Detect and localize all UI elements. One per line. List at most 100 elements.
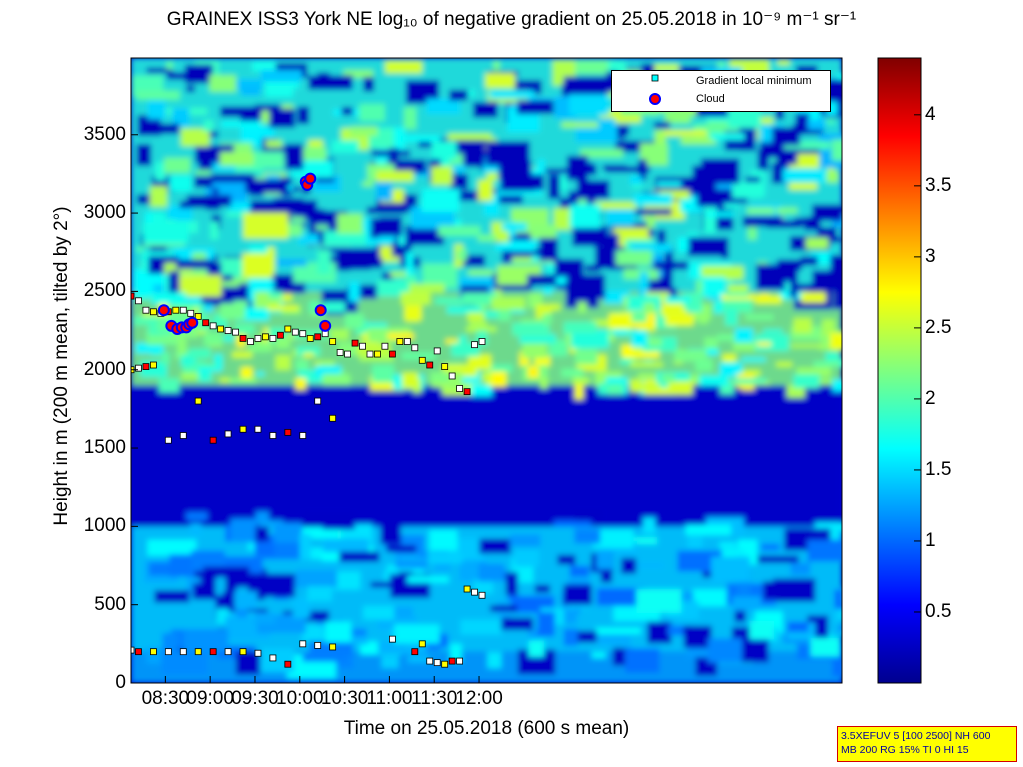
heatmap-texture-cell <box>489 604 518 612</box>
heatmap-texture-cell <box>713 300 723 314</box>
heatmap-texture-cell <box>273 522 303 544</box>
heatmap-texture-cell <box>136 246 144 252</box>
colorbar-tick-label: 2.5 <box>925 316 952 338</box>
gradient-minimum-point <box>194 313 202 320</box>
heatmap-texture-cell <box>516 100 554 115</box>
heatmap-texture-cell <box>816 226 838 240</box>
colorbar-tick-label: 0.5 <box>925 600 952 622</box>
heatmap-texture-cell <box>219 106 262 118</box>
gradient-minimum-point <box>172 306 180 314</box>
gradient-minimum-point <box>269 432 277 439</box>
heatmap-texture-cell <box>627 562 664 569</box>
heatmap-texture-cell <box>254 104 281 111</box>
heatmap-texture-cell <box>598 634 632 646</box>
heatmap-texture-cell <box>561 121 599 128</box>
heatmap-texture-cell <box>501 617 534 631</box>
heatmap-texture-cell <box>460 619 502 635</box>
heatmap-texture-cell <box>562 584 593 605</box>
heatmap-texture-cell <box>291 213 305 222</box>
heatmap-texture-cell <box>371 364 395 383</box>
heatmap-texture-cell <box>133 316 157 326</box>
heatmap-texture-cell <box>258 520 284 528</box>
heatmap-texture-cell <box>569 204 601 229</box>
heatmap-texture-cell <box>775 104 785 120</box>
gradient-minimum-point <box>388 635 396 643</box>
heatmap-texture-cell <box>302 512 352 527</box>
gradient-minimum-point <box>329 414 337 422</box>
heatmap-texture-cell <box>793 374 820 388</box>
heatmap-texture-cell <box>297 106 310 125</box>
cloud-point <box>157 304 170 317</box>
gradient-minimum-point <box>448 372 456 380</box>
heatmap-texture-cell <box>566 274 606 300</box>
heatmap-texture-cell <box>595 627 641 635</box>
heatmap-texture-cell <box>528 640 545 658</box>
heatmap-texture-cell <box>252 109 261 116</box>
heatmap-texture-cell <box>144 212 157 229</box>
heatmap-texture-cell <box>796 367 832 377</box>
heatmap-texture-cell <box>793 317 812 334</box>
heatmap-texture-cell <box>409 283 445 293</box>
heatmap-texture-cell <box>575 118 618 143</box>
colorbar-tick-label: 1 <box>925 529 936 551</box>
heatmap-texture-cell <box>826 170 839 183</box>
gradient-minimum-point <box>179 306 187 314</box>
heatmap-texture-cell <box>362 77 375 92</box>
heatmap-texture-cell <box>742 216 783 227</box>
heatmap-texture-cell <box>284 143 304 170</box>
heatmap-texture-cell <box>762 580 810 601</box>
heatmap-texture-cell <box>790 343 822 349</box>
chart-title: GRAINEX ISS3 York NE log₁₀ of negative g… <box>166 9 857 30</box>
gradient-minimum-point <box>403 338 411 345</box>
info-line-2: MB 200 RG 15% TI 0 HI 15 <box>841 744 969 756</box>
heatmap-texture-cell <box>213 353 223 371</box>
heatmap-texture-cell <box>832 379 842 392</box>
heatmap-texture-cell <box>447 133 492 145</box>
heatmap-texture-cell <box>235 79 263 90</box>
heatmap-texture-cell <box>297 233 319 245</box>
heatmap-texture-cell <box>168 270 180 293</box>
heatmap-texture-cell <box>719 541 737 548</box>
heatmap-texture-cell <box>772 127 801 146</box>
legend-label-minimum: Gradient local minimum <box>696 75 812 87</box>
heatmap-texture-cell <box>212 188 219 194</box>
heatmap-texture-cell <box>236 608 248 618</box>
heatmap-texture-cell <box>699 375 729 387</box>
heatmap-texture-cell <box>449 643 462 662</box>
cloud-point <box>304 172 317 185</box>
heatmap-texture-cell <box>821 118 836 125</box>
heatmap-texture-cell <box>240 86 261 96</box>
heatmap-texture-cell <box>698 313 709 324</box>
heatmap-texture-cell <box>429 529 458 551</box>
x-axis-label: Time on 25.05.2018 (600 s mean) <box>343 718 630 739</box>
x-tick-label: 08:30 <box>141 688 190 709</box>
heatmap-texture-cell <box>656 181 682 187</box>
heatmap-texture-cell <box>323 230 367 246</box>
heatmap-texture-cell <box>390 271 413 277</box>
heatmap-texture-cell <box>631 330 647 348</box>
heatmap-texture-cell <box>667 381 693 395</box>
heatmap-texture-cell <box>308 75 354 91</box>
heatmap-texture-cell <box>486 171 498 181</box>
heatmap-texture-cell <box>732 339 763 352</box>
heatmap-texture-cell <box>203 119 214 132</box>
gradient-minimum-point <box>135 648 142 656</box>
gradient-minimum-point <box>329 338 337 345</box>
heatmap-texture-cell <box>412 95 423 104</box>
heatmap-texture-cell <box>323 301 346 313</box>
gradient-minimum-point <box>441 660 449 668</box>
heatmap-texture-cell <box>777 59 790 66</box>
heatmap-texture-cell <box>642 517 656 534</box>
heatmap-texture-cell <box>292 329 329 339</box>
heatmap-texture-cell <box>301 624 324 641</box>
gradient-minimum-point <box>351 339 359 347</box>
heatmap-texture-cell <box>486 651 502 669</box>
heatmap-texture-cell <box>468 269 494 276</box>
heatmap-texture-cell <box>539 377 548 389</box>
heatmap-texture-cell <box>786 384 806 399</box>
heatmap-texture-cell <box>648 228 655 238</box>
heatmap-texture-cell <box>637 159 647 181</box>
heatmap-texture-cell <box>166 61 173 70</box>
y-tick-label: 1000 <box>83 515 126 537</box>
heatmap-texture-cell <box>576 234 618 242</box>
